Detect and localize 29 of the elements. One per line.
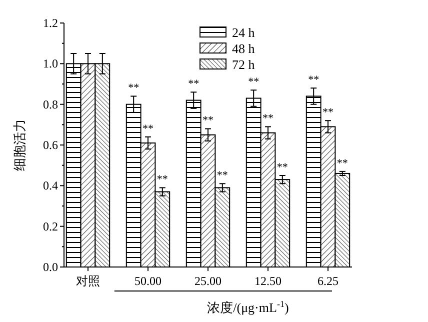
annotation: ** [128, 82, 140, 94]
legend-label: 48 h [232, 41, 256, 56]
x-tick-label: 50.00 [134, 274, 162, 288]
y-tick-label: 1.2 [43, 16, 58, 30]
annotation: ** [202, 114, 214, 127]
annotation: ** [308, 74, 320, 86]
x-axis-title: 浓度/(μg·mL$^{-1}$) [207, 299, 289, 315]
y-axis-title: 细胞活力 [12, 119, 27, 171]
y-tick-label: 0.6 [43, 138, 58, 152]
x-tick-label: 对照 [76, 274, 100, 288]
annotation: ** [142, 122, 154, 135]
annotation: ** [322, 106, 334, 119]
legend-label: 24 h [232, 25, 256, 40]
annotation: ** [216, 170, 228, 182]
x-tick-label: 6.25 [318, 274, 338, 288]
annotation: ** [262, 112, 274, 125]
annotation: ** [156, 174, 168, 186]
x-tick-label: 12.50 [254, 274, 282, 288]
annotation: ** [336, 157, 348, 170]
annotation: ** [276, 162, 288, 174]
y-tick-label: 0.2 [43, 219, 58, 234]
x-tick-label: 25.00 [194, 274, 222, 288]
y-tick-label: 0.4 [43, 178, 58, 193]
annotation: ** [188, 78, 200, 90]
y-tick-label: 0.8 [43, 97, 58, 112]
y-tick-label: 0.0 [43, 260, 58, 274]
y-tick-label: 1.0 [43, 56, 58, 71]
annotation: ** [248, 76, 260, 88]
legend-label: 72 h [232, 57, 256, 72]
